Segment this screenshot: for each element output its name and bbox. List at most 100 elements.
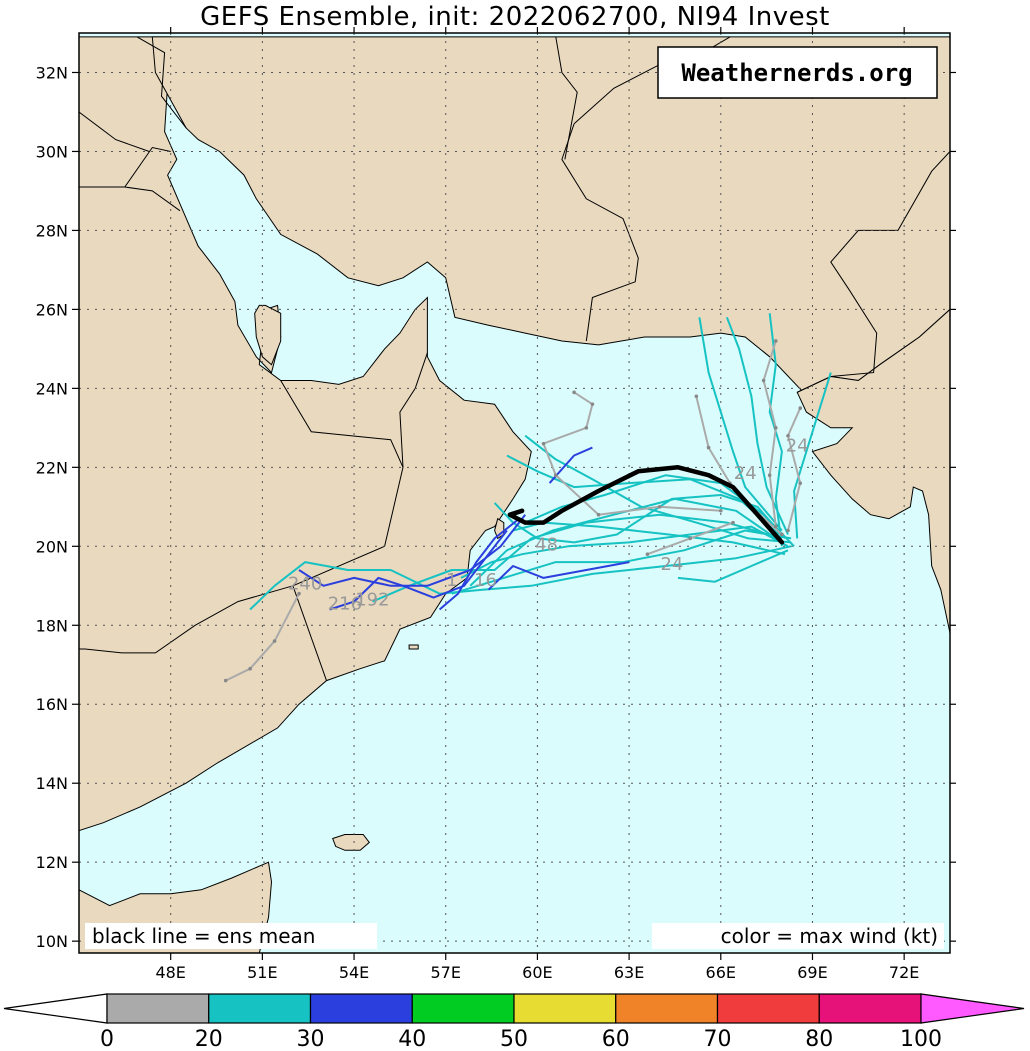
lat-label-20: 20N xyxy=(36,537,68,556)
colorbar-under-arrow xyxy=(3,993,108,1024)
member-point-22-4 xyxy=(774,339,778,343)
member-point-24-6 xyxy=(590,402,595,406)
colorbar-label-0: 0 xyxy=(100,1027,114,1051)
colorbar-label-70: 70 xyxy=(704,1027,732,1051)
member-track-3 xyxy=(451,529,792,595)
member-point-24-2 xyxy=(596,512,601,517)
member-point-24-3 xyxy=(553,473,558,478)
member-point-24-0 xyxy=(718,508,723,513)
colorbar-label-20: 20 xyxy=(195,1027,223,1051)
member-track-12 xyxy=(677,549,789,583)
colorbar-seg-2 xyxy=(309,993,413,1024)
colorbar-label-30: 30 xyxy=(297,1027,325,1051)
member-track-18 xyxy=(548,446,593,484)
lat-label-14: 14N xyxy=(36,774,68,793)
border-india-pakistan xyxy=(796,151,950,393)
member-point-26-2 xyxy=(645,552,650,557)
lat-label-12: 12N xyxy=(36,853,68,872)
colorbar-label-100: 100 xyxy=(900,1027,942,1051)
border-iraq-kuwait xyxy=(124,146,171,188)
plot-frame xyxy=(78,32,951,954)
member-point-22-0 xyxy=(774,524,778,529)
lat-label-18: 18N xyxy=(36,616,68,635)
colorbar-label-40: 40 xyxy=(398,1027,426,1051)
colorbar-label-50: 50 xyxy=(500,1027,528,1051)
member-track-19 xyxy=(487,561,630,591)
member-track-24 xyxy=(542,391,721,516)
colorbar-labels: 0 20 30 40 50 60 70 80 100 xyxy=(100,1027,942,1051)
watermark-box: Weathernerds.org xyxy=(657,46,938,99)
member-point-23-0 xyxy=(786,528,790,533)
lon-label-60: 60E xyxy=(522,963,552,982)
colorbar-over-arrow xyxy=(920,993,1025,1024)
land-kuria xyxy=(408,644,419,650)
hour-label-6: 216 xyxy=(328,593,362,614)
member-track-7 xyxy=(725,316,789,535)
colorbar-seg-6 xyxy=(716,993,820,1024)
colorbar-label-80: 80 xyxy=(805,1027,833,1051)
member-track-15 xyxy=(524,434,792,544)
lat-label-32: 32N xyxy=(36,63,68,82)
axis-ticks: 48E 51E 54E 57E 60E 63E 66E 69E 72E 10N 12N 14N 16N 1… xyxy=(36,27,956,982)
member-point-22-3 xyxy=(761,378,766,383)
lon-label-54: 54E xyxy=(339,963,369,982)
lon-label-69: 69E xyxy=(797,963,827,982)
member-track-20 xyxy=(438,517,520,611)
land-india xyxy=(796,308,950,634)
lat-label-28: 28N xyxy=(36,221,68,240)
member-track-10 xyxy=(249,545,792,611)
border-oman-yemen xyxy=(292,585,327,681)
lat-label-10: 10N xyxy=(36,932,68,951)
member-point-23-2 xyxy=(786,433,790,438)
member-point-25-0 xyxy=(297,591,301,596)
lon-label-66: 66E xyxy=(706,963,736,982)
member-point-24-7 xyxy=(572,390,576,395)
member-point-25-1 xyxy=(272,639,277,643)
member-track-13 xyxy=(698,317,783,532)
legend-left-box: black line = ens mean xyxy=(85,923,377,949)
member-track-2 xyxy=(469,497,783,587)
colorbar-seg-3 xyxy=(411,993,515,1024)
wind-colorbar: 0 20 30 40 50 60 70 80 100 xyxy=(3,993,1025,1051)
lat-label-24: 24N xyxy=(36,379,68,398)
member-point-26-1 xyxy=(688,536,693,541)
colorbar-label-60: 60 xyxy=(602,1027,630,1051)
member-point-25-2 xyxy=(248,666,252,671)
member-point-21-3 xyxy=(706,445,711,450)
border-oman-uae xyxy=(399,352,428,468)
member-point-26-0 xyxy=(731,520,735,525)
hour-label-2: 24 xyxy=(660,554,683,575)
legend-right-box: color = max wind (kt) xyxy=(652,923,944,949)
hour-label-4: 16 xyxy=(474,570,497,591)
lat-label-26: 26N xyxy=(36,300,68,319)
lat-label-30: 30N xyxy=(36,142,68,161)
member-point-22-2 xyxy=(774,426,778,430)
hour-label-8: 1 xyxy=(446,570,457,591)
ensemble-mean-track xyxy=(507,465,785,545)
hour-label-1: 24 xyxy=(786,436,809,457)
lon-label-48: 48E xyxy=(155,963,185,982)
legend-left-text: black line = ens mean xyxy=(92,924,316,948)
lon-label-63: 63E xyxy=(614,963,644,982)
member-point-24-5 xyxy=(584,426,589,430)
member-track-25 xyxy=(225,593,300,682)
member-point-22-1 xyxy=(767,473,772,478)
ensemble-tracks xyxy=(223,313,832,683)
member-point-24-4 xyxy=(541,441,546,446)
member-track-9 xyxy=(793,372,832,539)
lat-label-22: 22N xyxy=(36,458,68,477)
colorbar-seg-5 xyxy=(615,993,719,1024)
lon-label-72: 72E xyxy=(889,963,919,982)
border-iran-iraq xyxy=(136,36,187,129)
border-iran-afghanistan xyxy=(555,36,578,160)
member-point-21-4 xyxy=(694,394,699,399)
watermark-text: Weathernerds.org xyxy=(681,59,912,87)
chart-title: GEFS Ensemble, init: 2022062700, NI94 In… xyxy=(200,2,830,32)
border-saudi-yemen xyxy=(79,585,294,654)
land-bahrain-qatar xyxy=(254,304,282,366)
member-point-23-3 xyxy=(798,406,803,410)
colorbar-seg-1 xyxy=(208,993,312,1024)
member-point-21-0 xyxy=(780,532,784,537)
lat-label-16: 16N xyxy=(36,695,68,714)
